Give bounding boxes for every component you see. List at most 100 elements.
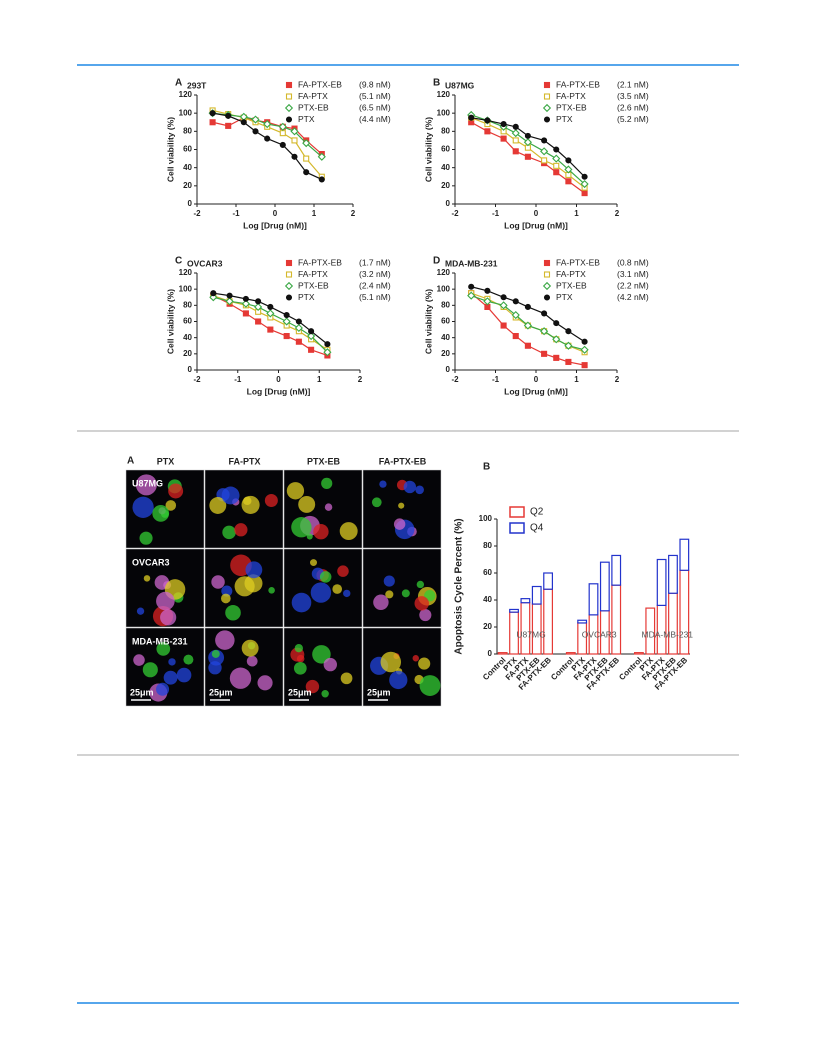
y-tick-label: 40: [183, 163, 192, 172]
legend-marker: [285, 116, 293, 123]
cell-signal: [414, 596, 429, 611]
bar-segment: [509, 608, 519, 613]
legend-note: (5.1 nM): [359, 91, 391, 101]
marker: [225, 297, 234, 306]
cell-signal: [286, 482, 305, 500]
marker: [523, 321, 532, 330]
y-tick-label: 100: [437, 284, 451, 293]
cell-signal: [296, 654, 305, 663]
marker: [541, 310, 548, 317]
cell-signal: [389, 670, 408, 690]
bar-segment: [531, 585, 542, 605]
chart-title: MDA-MB-231: [445, 258, 498, 268]
cell-signal: [163, 670, 178, 685]
marker: [468, 114, 475, 121]
marker: [553, 354, 560, 361]
row-label: U87MG: [132, 478, 163, 488]
legend-note: (6.5 nM): [359, 102, 391, 112]
cell-signal: [415, 485, 424, 495]
legend-label: PTX: [298, 292, 315, 302]
panel-label: A: [175, 78, 182, 89]
legend-label: Q2: [530, 507, 544, 518]
cell-signal: [241, 495, 260, 514]
x-tick-label: 2: [615, 209, 620, 218]
legend-note: (2.6 nM): [617, 102, 649, 112]
scale-bar-label: 25μm: [130, 687, 154, 697]
cell-signal: [305, 679, 320, 694]
y-tick-label: 80: [441, 300, 450, 309]
legend-note: (5.2 nM): [617, 114, 649, 124]
marker: [552, 335, 561, 344]
y-tick-label: 120: [437, 90, 451, 99]
marker: [541, 157, 548, 164]
marker: [524, 303, 531, 311]
cell-signal: [385, 590, 394, 599]
cell-signal: [291, 592, 312, 613]
y-axis-label: Cell viability (%): [423, 117, 433, 182]
legend-note: (2.2 nM): [617, 280, 649, 290]
cell-signal: [176, 667, 192, 683]
cell-signal: [313, 524, 329, 540]
marker: [467, 291, 476, 300]
cell-signal: [416, 580, 425, 589]
bar-segment: [668, 554, 678, 594]
legend-swatch: [509, 506, 525, 518]
column-header: FA-PTX-EB: [379, 456, 427, 466]
cell-signal: [168, 483, 184, 499]
cell-signal: [380, 651, 402, 673]
bar-segment: [679, 569, 690, 655]
cell-signal: [310, 582, 332, 603]
legend-note: (3.5 nM): [617, 91, 649, 101]
legend-marker: [543, 294, 551, 301]
marker: [252, 128, 259, 135]
legend-marker: [542, 281, 552, 291]
marker: [295, 338, 302, 345]
bar-segment: [599, 561, 610, 612]
x-tick-label: 0: [534, 375, 539, 384]
x-tick-label: 0: [273, 209, 278, 218]
bar-segment: [565, 652, 576, 655]
panel-label: B: [483, 462, 490, 473]
y-tick-label: 0: [188, 365, 193, 374]
marker: [500, 135, 507, 142]
marker: [512, 123, 519, 130]
marker: [291, 137, 298, 144]
cell-signal: [403, 480, 417, 494]
marker: [553, 169, 560, 176]
legend-label: PTX-EB: [298, 280, 329, 290]
legend-marker: [543, 93, 551, 100]
legend-marker: [543, 81, 551, 89]
cell-signal: [291, 517, 312, 538]
y-tick-label: 120: [179, 90, 193, 99]
cell-signal: [142, 662, 158, 678]
marker: [553, 162, 560, 169]
cell-signal: [229, 667, 252, 689]
marker: [553, 146, 560, 153]
marker: [278, 122, 287, 131]
panel-label: D: [433, 256, 440, 267]
y-tick-label: 60: [483, 568, 492, 577]
panel-label: C: [175, 256, 182, 267]
x-tick-label: 1: [312, 209, 317, 218]
cell-signal: [310, 559, 317, 567]
x-tick-label: -1: [492, 375, 500, 384]
y-tick-label: 20: [441, 181, 450, 190]
bar-segment: [679, 538, 690, 571]
marker: [323, 348, 332, 357]
x-tick-label: 1: [574, 209, 579, 218]
cell-signal: [136, 607, 145, 615]
y-axis-label: Cell viability (%): [165, 117, 175, 182]
y-tick-label: 40: [441, 163, 450, 172]
x-axis-label: Log [Drug (nM)]: [243, 220, 307, 230]
y-tick-label: 20: [183, 349, 192, 358]
marker: [308, 328, 315, 335]
x-tick-label: -1: [492, 209, 500, 218]
cell-signal: [245, 561, 263, 579]
legend-note: (0.8 nM): [617, 257, 649, 267]
row-label: OVCAR3: [132, 557, 170, 567]
marker: [580, 345, 589, 354]
legend-label: FA-PTX-EB: [298, 79, 342, 89]
y-tick-label: 20: [441, 349, 450, 358]
cell-signal: [371, 497, 382, 508]
legend-label: PTX: [556, 114, 573, 124]
